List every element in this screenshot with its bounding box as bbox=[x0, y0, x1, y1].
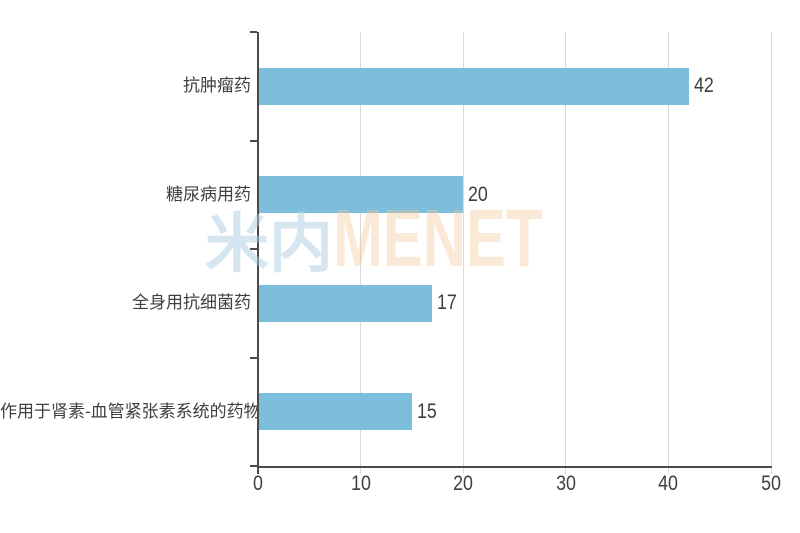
x-axis-line bbox=[257, 466, 772, 468]
category-label: 作用于肾素-血管紧张素系统的药物 bbox=[0, 401, 261, 421]
gridline bbox=[360, 32, 362, 474]
x-tick-label: 30 bbox=[555, 472, 576, 495]
y-axis-tick bbox=[250, 139, 257, 142]
x-tick-label: 50 bbox=[761, 472, 781, 495]
bar bbox=[258, 67, 689, 105]
x-tick-label: 20 bbox=[453, 472, 474, 495]
y-axis-tick bbox=[250, 248, 257, 250]
y-axis-tick bbox=[250, 465, 257, 467]
gridline bbox=[565, 32, 567, 474]
bar bbox=[258, 284, 433, 322]
y-axis-tick bbox=[250, 356, 257, 359]
gridline bbox=[770, 32, 772, 474]
value-label: 15 bbox=[416, 399, 437, 423]
bar bbox=[258, 176, 464, 214]
category-label: 糖尿病用药 bbox=[166, 184, 251, 204]
value-label: 17 bbox=[437, 291, 458, 315]
x-tick-label: 0 bbox=[253, 472, 263, 495]
category-label: 抗肿瘤药 bbox=[183, 76, 251, 96]
gridline bbox=[462, 32, 464, 474]
value-label: 42 bbox=[693, 74, 714, 98]
x-tick-label: 10 bbox=[350, 472, 371, 495]
y-axis-tick bbox=[250, 31, 257, 33]
gridline bbox=[667, 32, 669, 474]
y-axis-line bbox=[257, 32, 259, 474]
bar bbox=[258, 393, 412, 431]
watermark-cjk-text: 米内 bbox=[205, 208, 333, 280]
category-label: 全身用抗细菌药 bbox=[132, 293, 251, 313]
value-label: 20 bbox=[468, 182, 489, 206]
x-tick-label: 40 bbox=[658, 472, 679, 495]
